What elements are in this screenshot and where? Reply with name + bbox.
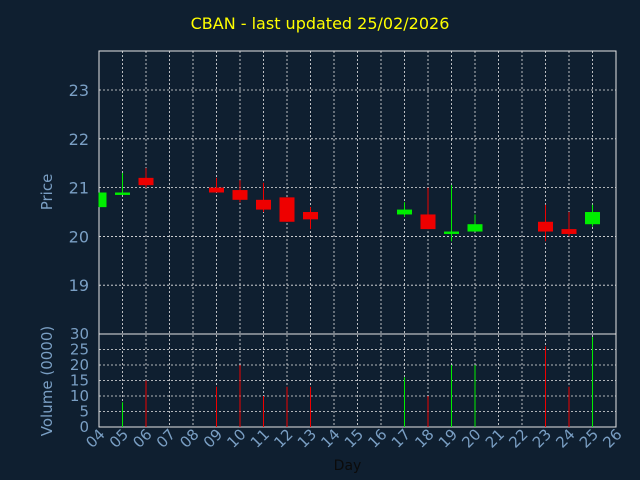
volume-tick-label-15: 15 — [70, 372, 89, 390]
x-tick-label-20: 20 — [458, 425, 484, 451]
x-tick-label-14: 14 — [317, 425, 343, 451]
volume-tick-label-0: 0 — [79, 418, 89, 436]
price-tick-label-23: 23 — [69, 81, 89, 100]
volume-tick-label-30: 30 — [70, 325, 89, 343]
candle-body-11 — [256, 199, 271, 210]
candle-body-18 — [420, 214, 436, 230]
candle-body-05 — [115, 192, 130, 195]
x-tick-label-05: 05 — [106, 425, 132, 451]
chart-title: CBAN - last updated 25/02/2026 — [190, 14, 450, 33]
x-tick-label-24: 24 — [552, 425, 578, 451]
x-tick-label-15: 15 — [341, 425, 367, 451]
x-tick-label-07: 07 — [153, 425, 179, 451]
x-tick-label-21: 21 — [482, 425, 508, 451]
candle-body-13 — [303, 212, 318, 220]
x-tick-label-06: 06 — [129, 425, 155, 451]
x-tick-label-17: 17 — [388, 425, 414, 451]
x-tick-label-23: 23 — [529, 425, 555, 451]
candle-body-06 — [138, 177, 154, 186]
x-tick-label-11: 11 — [247, 425, 273, 451]
candle-body-19 — [444, 231, 459, 234]
candle-body-24 — [561, 229, 577, 234]
volume-tick-label-20: 20 — [70, 356, 89, 374]
x-tick-label-18: 18 — [411, 425, 437, 451]
candle-body-09 — [209, 187, 224, 193]
candle-body-04 — [99, 192, 107, 208]
price-tick-label-22: 22 — [69, 130, 89, 149]
price-tick-label-21: 21 — [69, 179, 89, 198]
volume-tick-label-10: 10 — [70, 387, 89, 405]
candle-body-12 — [279, 197, 295, 222]
x-tick-label-13: 13 — [294, 425, 320, 451]
x-axis-label: Day — [333, 458, 362, 474]
x-tick-label-26: 26 — [599, 425, 625, 451]
price-tick-label-19: 19 — [69, 276, 89, 295]
x-tick-label-19: 19 — [435, 425, 461, 451]
x-tick-label-22: 22 — [505, 425, 531, 451]
volume-panel-frame — [98, 333, 617, 428]
x-tick-label-10: 10 — [223, 425, 249, 451]
volume-tick-label-25: 25 — [70, 341, 89, 359]
x-tick-label-08: 08 — [176, 425, 202, 451]
price-tick-label-20: 20 — [69, 227, 89, 246]
volume-tick-label-5: 5 — [79, 403, 89, 421]
candle-body-25 — [585, 212, 600, 225]
candle-body-17 — [397, 209, 412, 215]
x-tick-label-09: 09 — [200, 425, 226, 451]
x-tick-label-12: 12 — [270, 425, 296, 451]
x-tick-label-16: 16 — [364, 425, 390, 451]
candle-body-20 — [467, 224, 483, 232]
candle-body-10 — [232, 190, 248, 200]
candle-body-23 — [538, 221, 553, 232]
x-tick-label-25: 25 — [576, 425, 602, 451]
